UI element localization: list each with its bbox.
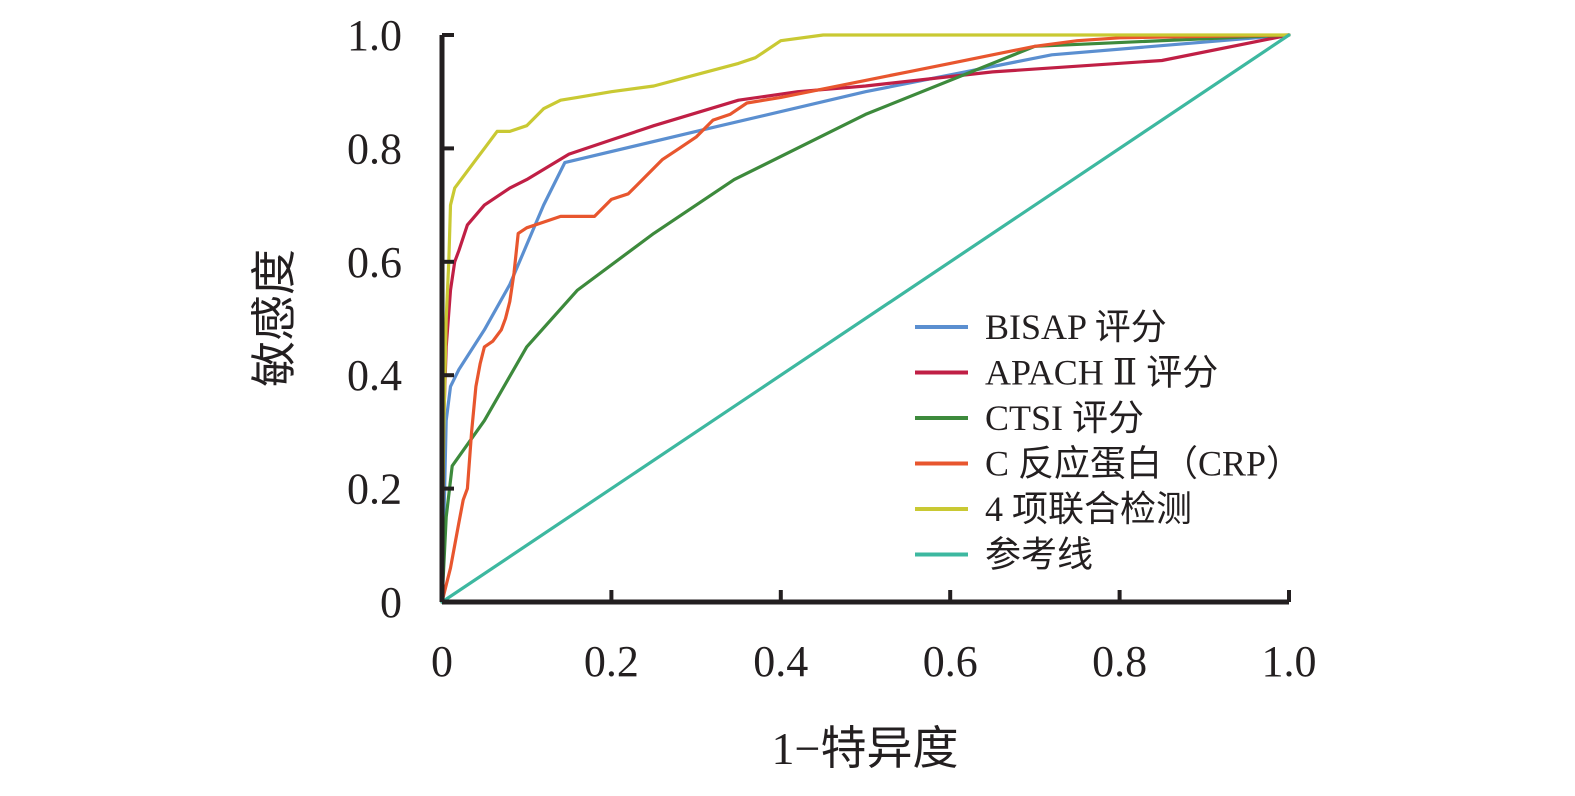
legend: BISAP 评分 APACH Ⅱ 评分 CTSI 评分 C 反应蛋白（CRP） 4 项联… bbox=[915, 307, 1302, 575]
x-tick-label: 0.4 bbox=[753, 637, 808, 686]
x-tick-label: 1.0 bbox=[1262, 637, 1317, 686]
ticks-layer: 0 0.2 0.4 0.6 0.8 1.0 0 0.2 0.4 0.6 0.8 1.0 bbox=[347, 11, 1317, 686]
y-tick-label: 0.2 bbox=[347, 465, 402, 514]
legend-label: 参考线 bbox=[985, 535, 1093, 575]
x-tick-label: 0.2 bbox=[584, 637, 639, 686]
legend-label: CTSI 评分 bbox=[985, 398, 1144, 438]
series-line-1 bbox=[440, 33, 1291, 604]
legend-label: C 反应蛋白（CRP） bbox=[985, 444, 1302, 484]
legend-label: APACH Ⅱ 评分 bbox=[985, 353, 1218, 393]
x-axis-label: 1−特异度 bbox=[772, 723, 959, 774]
axes-layer bbox=[439, 35, 1289, 605]
y-tick-label: 0.8 bbox=[347, 124, 402, 173]
x-tick-label: 0.6 bbox=[923, 637, 978, 686]
x-tick-label: 0 bbox=[431, 637, 453, 686]
series-line-3 bbox=[440, 33, 1291, 604]
legend-label: BISAP 评分 bbox=[985, 307, 1167, 347]
series-line-5 bbox=[440, 33, 1291, 604]
legend-label: 4 项联合检测 bbox=[985, 489, 1192, 529]
y-tick-label: 0 bbox=[380, 578, 402, 627]
series-line-0 bbox=[440, 33, 1291, 604]
y-tick-label: 1.0 bbox=[347, 11, 402, 60]
y-axis-label: 敏感度 bbox=[249, 249, 300, 387]
series-line-4 bbox=[440, 33, 1291, 604]
y-tick-label: 0.6 bbox=[347, 238, 402, 287]
x-tick-label: 0.8 bbox=[1092, 637, 1147, 686]
series-line-2 bbox=[440, 33, 1291, 604]
series-layer bbox=[440, 33, 1291, 604]
y-tick-label: 0.4 bbox=[347, 351, 402, 400]
